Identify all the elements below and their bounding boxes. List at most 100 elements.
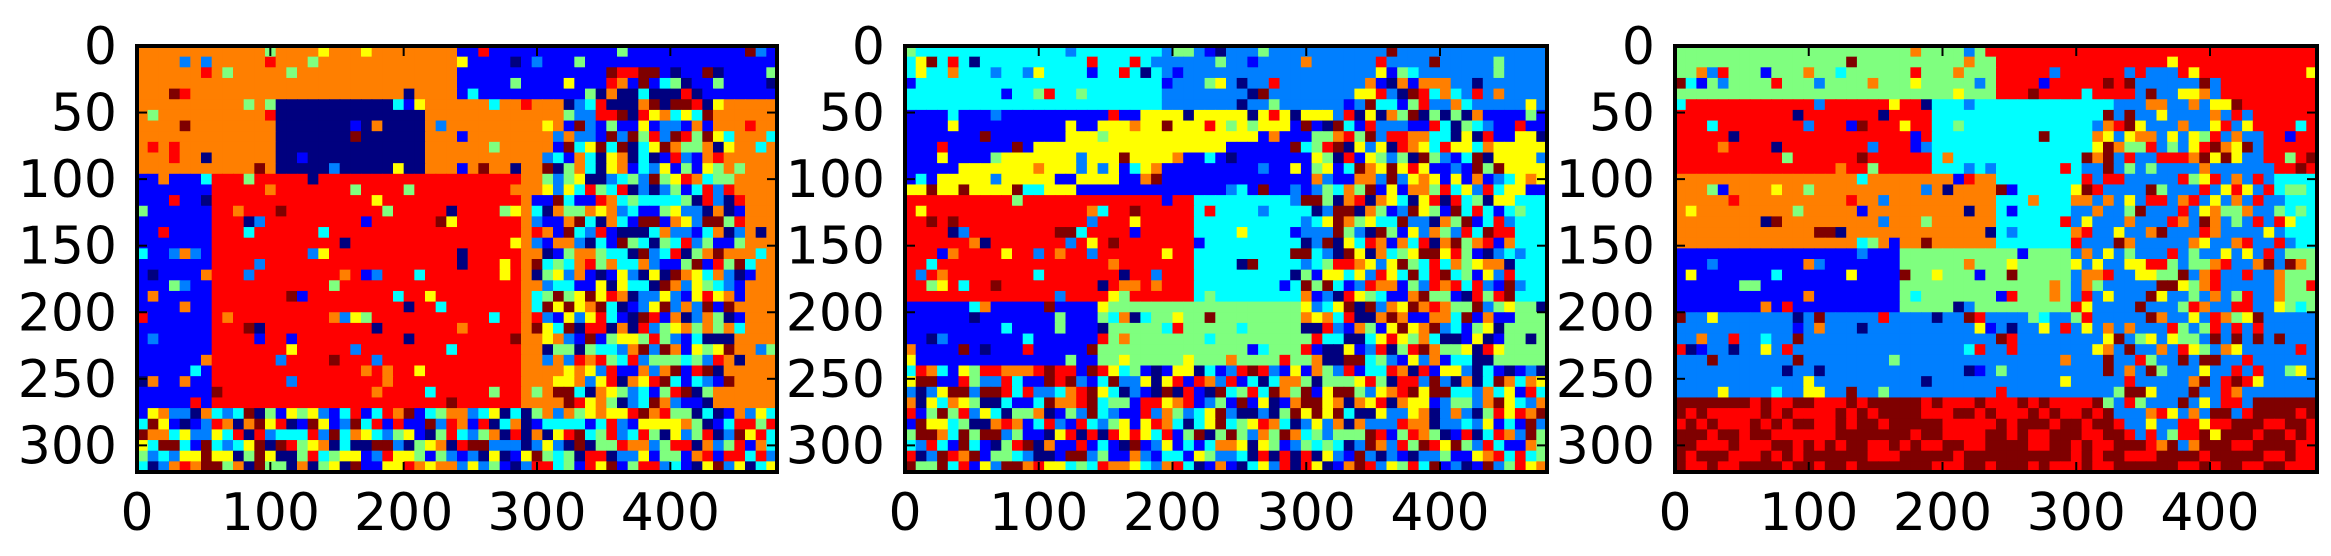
- heatmap-cell: [414, 238, 425, 249]
- heatmap-cell: [1344, 291, 1355, 302]
- heatmap-cell: [521, 163, 532, 174]
- heatmap-cell: [980, 153, 991, 164]
- heatmap-cell: [1301, 110, 1312, 121]
- heatmap-cell: [1312, 387, 1323, 398]
- heatmap-cell: [1408, 195, 1419, 206]
- heatmap-cell: [542, 334, 553, 345]
- heatmap-cell: [1023, 121, 1034, 132]
- heatmap-cell: [959, 89, 970, 100]
- heatmap-cell: [926, 78, 937, 89]
- heatmap-cell: [1130, 323, 1141, 334]
- heatmap-cell: [1408, 57, 1419, 68]
- heatmap-cell: [1387, 206, 1398, 217]
- heatmap-cell: [361, 238, 372, 249]
- heatmap-image-2: [905, 46, 1548, 473]
- heatmap-cell: [1044, 174, 1055, 185]
- heatmap-cell: [692, 302, 703, 313]
- heatmap-cell: [169, 78, 180, 89]
- heatmap-cell: [596, 89, 607, 100]
- heatmap-cell: [446, 174, 457, 185]
- heatmap-cell: [702, 195, 713, 206]
- heatmap-cell: [553, 440, 564, 451]
- heatmap-cell: [478, 248, 489, 259]
- heatmap-cell: [276, 334, 287, 345]
- heatmap-cell: [318, 302, 329, 313]
- heatmap-cell: [1280, 206, 1291, 217]
- heatmap-cell: [1290, 291, 1301, 302]
- heatmap-cell: [916, 142, 927, 153]
- heatmap-cell: [276, 259, 287, 270]
- heatmap-cell: [1526, 99, 1537, 110]
- heatmap-cell: [1044, 78, 1055, 89]
- heatmap-cell: [318, 195, 329, 206]
- heatmap-cell: [1354, 216, 1365, 227]
- heatmap-cell: [628, 312, 639, 323]
- heatmap-cell: [1130, 397, 1141, 408]
- heatmap-cell: [1012, 291, 1023, 302]
- heatmap-cell: [532, 323, 543, 334]
- heatmap-cell: [478, 110, 489, 121]
- heatmap-cell: [1108, 206, 1119, 217]
- heatmap-cell: [1108, 110, 1119, 121]
- heatmap-cell: [148, 153, 159, 164]
- heatmap-cell: [286, 376, 297, 387]
- heatmap-cell: [980, 142, 991, 153]
- heatmap-cell: [350, 174, 361, 185]
- heatmap-cell: [948, 121, 959, 132]
- heatmap-cell: [1408, 355, 1419, 366]
- heatmap-cell: [713, 408, 724, 419]
- heatmap-cell: [276, 323, 287, 334]
- heatmap-cell: [1290, 397, 1301, 408]
- heatmap-cell: [1397, 355, 1408, 366]
- heatmap-cell: [1066, 408, 1077, 419]
- heatmap-cell: [372, 131, 383, 142]
- heatmap-cell: [1472, 131, 1483, 142]
- heatmap-cell: [329, 440, 340, 451]
- heatmap-cell: [286, 99, 297, 110]
- heatmap-cell: [606, 429, 617, 440]
- heatmap-cell: [1504, 291, 1515, 302]
- heatmap-cell: [1087, 248, 1098, 259]
- heatmap-cell: [169, 227, 180, 238]
- heatmap-cell: [1087, 78, 1098, 89]
- heatmap-cell: [681, 57, 692, 68]
- heatmap-cell: [1322, 291, 1333, 302]
- heatmap-cell: [617, 291, 628, 302]
- heatmap-cell: [532, 248, 543, 259]
- heatmap-cell: [724, 142, 735, 153]
- heatmap-cell: [1173, 238, 1184, 249]
- heatmap-cell: [1173, 323, 1184, 334]
- heatmap-cell: [1237, 110, 1248, 121]
- heatmap-cell: [1376, 366, 1387, 377]
- heatmap-cell: [297, 440, 308, 451]
- heatmap-cell: [233, 451, 244, 462]
- heatmap-cell: [1087, 344, 1098, 355]
- heatmap-cell: [148, 323, 159, 334]
- heatmap-cell: [756, 57, 767, 68]
- heatmap-cell: [329, 131, 340, 142]
- heatmap-cell: [1183, 419, 1194, 430]
- heatmap-cell: [564, 429, 575, 440]
- heatmap-cell: [991, 270, 1002, 281]
- heatmap-cell: [1044, 57, 1055, 68]
- heatmap-cell: [734, 78, 745, 89]
- heatmap-cell: [606, 110, 617, 121]
- heatmap-cell: [734, 110, 745, 121]
- heatmap-cell: [201, 184, 212, 195]
- heatmap-cell: [1483, 280, 1494, 291]
- heatmap-cell: [1162, 216, 1173, 227]
- heatmap-cell: [1419, 238, 1430, 249]
- heatmap-cell: [436, 195, 447, 206]
- heatmap-cell: [991, 408, 1002, 419]
- heatmap-cell: [1183, 163, 1194, 174]
- heatmap-cell: [916, 387, 927, 398]
- heatmap-cell: [574, 291, 585, 302]
- heatmap-cell: [1023, 323, 1034, 334]
- heatmap-cell: [1461, 259, 1472, 270]
- heatmap-cell: [1312, 131, 1323, 142]
- heatmap-cell: [532, 312, 543, 323]
- heatmap-cell: [1012, 57, 1023, 68]
- heatmap-cell: [1162, 270, 1173, 281]
- heatmap-cell: [1066, 366, 1077, 377]
- heatmap-cell: [1504, 323, 1515, 334]
